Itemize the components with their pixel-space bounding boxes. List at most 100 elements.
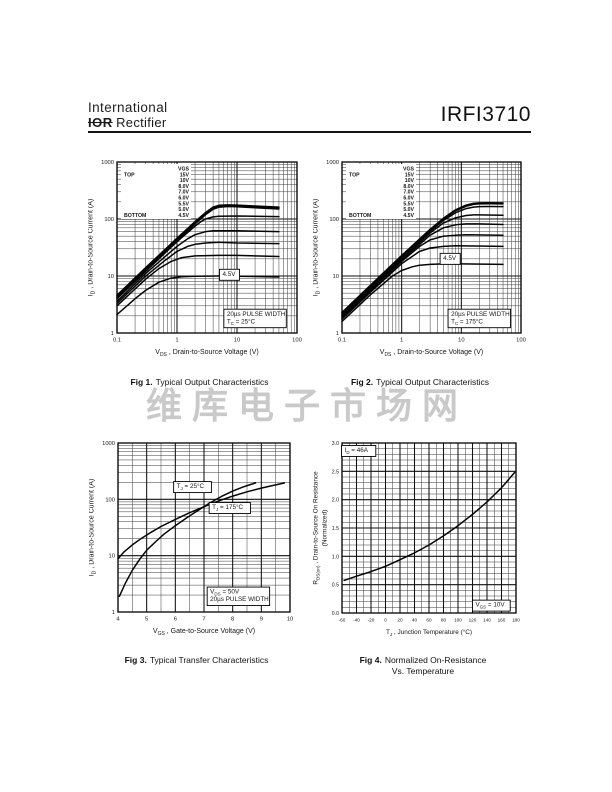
svg-text:5.0V: 5.0V: [178, 207, 189, 213]
plot-border: [116, 161, 298, 334]
tick-labels: 4 5 6 7 8 9 10 1 10 100 1000: [102, 441, 293, 623]
x-axis-title: VDS , Drain-to-Source Voltage (V): [155, 349, 258, 358]
fig2-caption: Fig 2. Typical Output Characteristics: [311, 377, 529, 388]
svg-text:7.0V: 7.0V: [403, 190, 414, 196]
plot-border: [341, 442, 517, 614]
fig1-caption-label: Fig 1.: [130, 377, 153, 387]
svg-text:2.0: 2.0: [332, 498, 339, 504]
svg-text:TC = 25°C: TC = 25°C: [227, 317, 256, 326]
svg-text:20µs PULSE WIDTH: 20µs PULSE WIDTH: [210, 596, 269, 603]
svg-text:BOTTOM: BOTTOM: [349, 213, 371, 219]
svg-text:80: 80: [441, 618, 447, 623]
svg-text:TOP: TOP: [349, 172, 360, 178]
fig3-transfer-characteristics-chart: TJ = 25°C TJ = 175°C VDS = 50V 20µs PULSE W…: [89, 436, 304, 651]
svg-text:TJ = 175°C: TJ = 175°C: [212, 503, 243, 512]
svg-text:4.5V: 4.5V: [222, 271, 236, 278]
svg-text:4.5V: 4.5V: [443, 255, 457, 262]
series-vgs-10v: [341, 203, 504, 314]
svg-text:8: 8: [231, 617, 234, 623]
y-axis-title: ID , Drain-to-Source Current (A): [89, 479, 97, 576]
fig1-output-characteristics-chart: VGS 15V 10V 8.0V 7.0V 6.0V 5.5V 5.0V 4.5V TOP BOTT…: [88, 155, 311, 372]
ir-logo-rectifier-line: IOR Rectifier: [88, 116, 168, 130]
fig3-caption-label: Fig 3.: [124, 655, 147, 665]
svg-text:4: 4: [116, 617, 120, 623]
svg-text:10: 10: [333, 274, 339, 280]
typical-output-characteristics-175C-svg: VGS15V10V8.0V7.0V6.0V5.5V5.0V4.5VTOPBOTT…: [313, 160, 526, 358]
fig3-caption-title: Typical Transfer Characteristics: [149, 655, 269, 665]
svg-text:100: 100: [329, 217, 339, 223]
svg-text:6.0V: 6.0V: [403, 196, 414, 202]
series-curves: [116, 204, 280, 316]
svg-text:60: 60: [426, 618, 432, 623]
svg-text:8.0V: 8.0V: [178, 184, 189, 190]
svg-text:5: 5: [145, 617, 148, 623]
svg-text:7.0V: 7.0V: [178, 190, 189, 196]
series-tj-25-c: [118, 482, 257, 598]
series-curves: [343, 471, 516, 582]
plot-border: [341, 161, 522, 334]
svg-text:100: 100: [454, 618, 462, 623]
fig2-output-characteristics-chart: VGS 15V 10V 8.0V 7.0V 6.0V 5.5V 5.0V 4.5V TOP BOTT…: [313, 155, 535, 372]
svg-text:9: 9: [260, 617, 263, 623]
svg-text:TOP: TOP: [124, 172, 135, 178]
y-axis-title: RDS(on) , Drain-to-Source On Resistance: [313, 471, 320, 585]
svg-text:8.0V: 8.0V: [403, 184, 414, 190]
fig1-caption: Fig 1. Typical Output Characteristics: [88, 377, 311, 388]
svg-text:1: 1: [111, 331, 114, 337]
svg-text:6: 6: [174, 617, 177, 623]
normalized-on-resistance-vs-temperature-svg: ID = 46A VGS = 10V -60 -40 -20 0 20 40 60 80 100 12…: [313, 441, 521, 637]
svg-text:40: 40: [412, 618, 418, 623]
ir-logo: International IOR Rectifier: [88, 100, 168, 130]
series-vgs-5.5v: [116, 241, 280, 305]
svg-text:1000: 1000: [102, 441, 115, 447]
svg-text:-60: -60: [339, 618, 346, 623]
svg-text:10: 10: [234, 338, 240, 344]
x-axis-title: VGS , Gate-to-Source Voltage (V): [153, 628, 255, 637]
svg-text:1: 1: [175, 338, 178, 344]
series-curves: [341, 201, 504, 323]
svg-text:120: 120: [469, 618, 477, 623]
svg-text:TC = 175°C: TC = 175°C: [451, 317, 483, 326]
svg-text:2.5: 2.5: [332, 469, 339, 475]
y-axis-title: (Normalized): [322, 510, 329, 547]
series-tj-175-c: [117, 482, 286, 560]
series-vgs-6.0v: [116, 230, 280, 303]
svg-text:1000: 1000: [101, 160, 114, 166]
y-axis-title: ID , Drain-to-Source Current (A): [313, 199, 321, 296]
svg-text:5.5V: 5.5V: [403, 201, 414, 207]
svg-text:20µs PULSE WIDTH: 20µs PULSE WIDTH: [451, 311, 510, 318]
ir-logo-ior-mark: IOR: [88, 115, 113, 131]
tick-labels: -60 -40 -20 0 20 40 60 80 100 120 140 160 180 0.0 0.5 1…: [332, 441, 521, 623]
svg-text:10V: 10V: [405, 178, 415, 184]
svg-text:5.0V: 5.0V: [403, 207, 414, 213]
ir-logo-international: International: [88, 100, 168, 115]
svg-text:1: 1: [400, 338, 403, 344]
svg-text:1.5: 1.5: [332, 526, 339, 532]
fig4-on-resistance-chart: ID = 46A VGS = 10V -60 -40 -20 0 20 40 60 80 100 12…: [313, 436, 530, 652]
svg-text:10V: 10V: [180, 178, 190, 184]
svg-text:0.1: 0.1: [338, 338, 346, 344]
svg-text:10: 10: [108, 274, 114, 280]
svg-text:140: 140: [483, 618, 491, 623]
fig4-caption-line2: Vs. Temperature: [391, 666, 455, 677]
ir-logo-rectifier: Rectifier: [116, 115, 167, 131]
svg-text:1.0: 1.0: [332, 554, 339, 560]
svg-text:3.0: 3.0: [332, 441, 339, 447]
fig2-caption-label: Fig 2.: [350, 377, 374, 387]
svg-text:4.5V: 4.5V: [403, 213, 414, 219]
svg-text:10: 10: [287, 617, 293, 623]
svg-text:0.0: 0.0: [332, 611, 339, 617]
fig2-caption-title: Typical Output Characteristics: [376, 377, 490, 387]
svg-text:100: 100: [104, 217, 114, 223]
series-vgs-7.0v: [116, 215, 280, 300]
svg-text:1000: 1000: [326, 160, 339, 166]
svg-text:6.0V: 6.0V: [178, 196, 189, 202]
series-vgs-7.0v: [341, 214, 504, 316]
svg-text:10: 10: [109, 554, 115, 560]
fig4-caption-title: Normalized On-Resistance: [384, 655, 487, 665]
